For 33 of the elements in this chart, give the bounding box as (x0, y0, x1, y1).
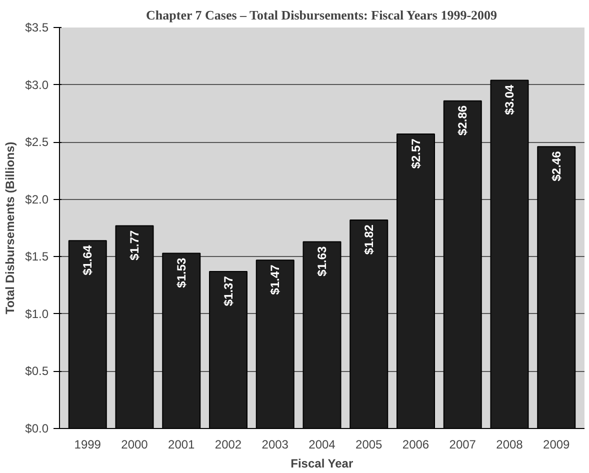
x-axis-title: Fiscal Year (290, 456, 354, 470)
x-tick-label: 2001 (168, 438, 196, 452)
y-tick-label: $0.0 (25, 422, 49, 436)
y-tick-label: $3.5 (25, 20, 49, 34)
x-tick-label: 2008 (496, 438, 524, 452)
data-label: $2.86 (456, 105, 470, 136)
y-tick-label: $3.0 (25, 78, 49, 92)
data-label: $2.46 (549, 150, 564, 182)
x-tick-label: 2005 (356, 438, 383, 452)
data-label: $1.82 (362, 224, 376, 255)
data-label: $1.47 (268, 264, 282, 295)
x-tick-label: 2009 (543, 438, 570, 452)
x-tick-label: 1999 (74, 438, 102, 452)
y-tick-label: $2.5 (25, 135, 49, 150)
data-label: $2.57 (408, 138, 423, 169)
data-label: $1.77 (128, 230, 142, 260)
data-label: $1.53 (174, 257, 188, 288)
x-tick-label: 2006 (402, 438, 430, 452)
x-tick-label: 2000 (121, 438, 148, 452)
y-tick-label: $0.5 (25, 364, 49, 378)
y-tick-label: $2.0 (25, 192, 49, 206)
x-tick-label: 2002 (214, 438, 242, 452)
data-label: $1.63 (315, 246, 329, 276)
y-tick-label: $1.0 (25, 306, 49, 321)
chart-title: Chapter 7 Cases – Total Disbursements: Fiscal Years 1999-2009 (146, 8, 498, 22)
x-tick-label: 2004 (308, 438, 336, 452)
data-label: $3.04 (502, 84, 516, 115)
y-tick-label: $1.5 (25, 250, 49, 264)
data-label: $1.37 (221, 276, 236, 306)
x-tick-label: 2007 (449, 438, 476, 452)
data-label: $1.64 (80, 244, 95, 276)
x-tick-label: 2003 (262, 438, 289, 452)
y-axis-title: Total Disbursements (Billions) (3, 142, 18, 314)
